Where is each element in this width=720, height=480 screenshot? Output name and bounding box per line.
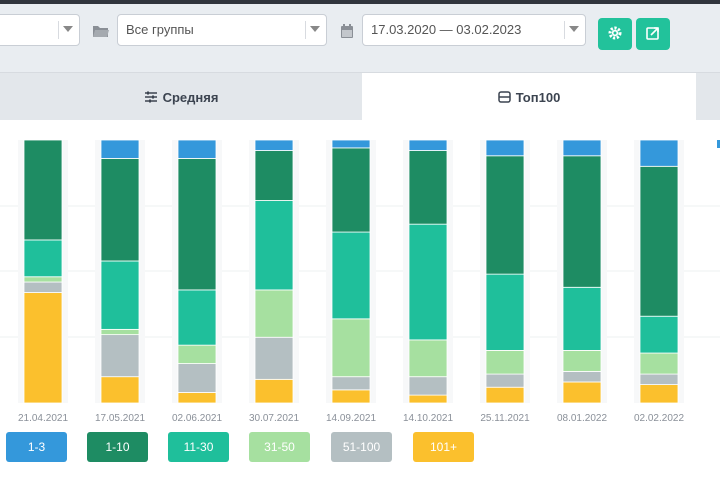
bar-segment-11-30-0[interactable] [23, 239, 63, 278]
bar-segment-1-10-5[interactable] [408, 150, 448, 225]
bar-segment-1-3-4[interactable] [331, 139, 371, 149]
bar-segment-101-plus-3[interactable] [254, 378, 294, 404]
bar-segment-51-100-6[interactable] [485, 373, 525, 388]
bar-segment-11-30-6[interactable] [485, 273, 525, 351]
x-tick-label: 02.06.2021 [172, 413, 222, 424]
bar-segment-11-30-3[interactable] [254, 200, 294, 291]
bar-segment-101-plus-7[interactable] [562, 381, 602, 404]
select-separator [305, 21, 306, 39]
bar-segment-1-3-3[interactable] [254, 139, 294, 151]
bar-segment-1-10-0[interactable] [23, 139, 63, 241]
chart-legend: 1-3 1-10 11-30 31-50 51-100 101+ [0, 432, 720, 466]
tab-average-label: Средняя [162, 89, 219, 105]
bar-segment-1-10-1[interactable] [100, 158, 140, 262]
top-bar [0, 0, 720, 4]
bar-segment-31-50-2[interactable] [177, 344, 217, 364]
bar-segment-1-3-5[interactable] [408, 139, 448, 151]
bar-segment-31-50-3[interactable] [254, 289, 294, 338]
x-tick-label: 02.02.2022 [634, 413, 684, 424]
bar-segment-101-plus-2[interactable] [177, 392, 217, 404]
legend-item-1-10[interactable]: 1-10 [87, 432, 148, 462]
legend-item-101-plus[interactable]: 101+ [413, 432, 474, 462]
date-range-picker[interactable]: 17.03.2020 — 03.02.2023 [362, 14, 586, 46]
bar-segment-101-plus-5[interactable] [408, 394, 448, 404]
bar-segment-11-30-4[interactable] [331, 231, 371, 320]
bar-segment-51-100-7[interactable] [562, 371, 602, 383]
legend-item-31-50[interactable]: 31-50 [249, 432, 310, 462]
folder-icon [93, 26, 109, 37]
chevron-down-icon [63, 26, 73, 32]
export-icon [646, 26, 659, 40]
bar-segment-1-10-2[interactable] [177, 158, 217, 291]
tab-top100-label: Топ100 [515, 89, 561, 105]
bar-segment-31-50-0[interactable] [23, 276, 63, 283]
bar-segment-11-30-1[interactable] [100, 260, 140, 330]
filter-bar: Все группы 17.03.2020 — 03.02.2023 [0, 4, 720, 64]
tab-top100[interactable]: Топ100 [362, 73, 696, 121]
stacked-bar-chart: 21.04.2021 17.05.2021 02.06.2021 30.07.2021… [0, 139, 720, 424]
bar-segment-1-10-6[interactable] [485, 155, 525, 275]
bar-segment-51-100-0[interactable] [23, 281, 63, 293]
bar-segment-1-10-8[interactable] [639, 165, 679, 317]
legend-item-11-30[interactable]: 11-30 [168, 432, 229, 462]
bar-segment-51-100-4[interactable] [331, 376, 371, 391]
chart-area: 21.04.2021 17.05.2021 02.06.2021 30.07.2021… [0, 120, 720, 480]
bar-segment-31-50-8[interactable] [639, 352, 679, 375]
gear-icon [608, 26, 622, 39]
legend-item-1-3[interactable]: 1-3 [6, 432, 67, 462]
group-select-value: Все группы [126, 22, 194, 37]
x-tick-label: 30.07.2021 [249, 413, 299, 424]
bar-segment-51-100-2[interactable] [177, 363, 217, 393]
export-button[interactable] [636, 18, 670, 50]
bar-segment-1-3-1[interactable] [100, 139, 140, 159]
settings-button[interactable] [598, 18, 632, 50]
legend-item-51-100[interactable]: 51-100 [331, 432, 392, 462]
select-separator [564, 21, 565, 39]
bar-segment-31-50-6[interactable] [485, 349, 525, 375]
bar-segment-51-100-5[interactable] [408, 376, 448, 396]
sliders-icon [144, 91, 157, 103]
bar-segment-11-30-7[interactable] [562, 286, 602, 351]
x-tick-label: 17.05.2021 [95, 413, 145, 424]
bar-segment-1-3-7[interactable] [562, 139, 602, 157]
bar-segment-1-3-6[interactable] [485, 139, 525, 157]
bar-segment-101-plus-0[interactable] [23, 292, 63, 404]
bar-segment-31-50-1[interactable] [100, 328, 140, 336]
bar-segment-11-30-5[interactable] [408, 223, 448, 341]
x-tick-label: 14.09.2021 [326, 413, 376, 424]
chevron-down-icon [569, 26, 579, 32]
bar-segment-101-plus-1[interactable] [100, 376, 140, 404]
select-separator [58, 21, 59, 39]
bar-segment-101-plus-4[interactable] [331, 389, 371, 404]
date-range-value: 17.03.2020 — 03.02.2023 [371, 22, 522, 37]
bar-segment-31-50-4[interactable] [331, 318, 371, 378]
bar-segment-11-30-2[interactable] [177, 289, 217, 346]
database-icon [497, 91, 511, 103]
project-select[interactable] [0, 14, 80, 46]
calendar-icon [341, 24, 353, 38]
group-select[interactable]: Все группы [117, 14, 327, 46]
bar-segment-1-10-7[interactable] [562, 155, 602, 288]
bar-segment-51-100-3[interactable] [254, 336, 294, 380]
bar-segment-11-30-8[interactable] [639, 315, 679, 354]
bar-segment-31-50-7[interactable] [562, 349, 602, 372]
tab-average[interactable]: Средняя [0, 73, 362, 121]
chevron-down-icon [310, 26, 320, 32]
bar-segment-31-50-5[interactable] [408, 339, 448, 378]
bar-segment-partial [717, 140, 720, 148]
bar-segment-51-100-1[interactable] [100, 334, 140, 378]
x-tick-label: 08.01.2022 [557, 413, 607, 424]
view-tabs: Средняя Топ100 [0, 72, 720, 121]
x-tick-label: 25.11.2021 [480, 413, 530, 424]
bar-segment-101-plus-8[interactable] [639, 384, 679, 404]
x-tick-label: 14.10.2021 [403, 413, 453, 424]
bar-segment-1-3-2[interactable] [177, 139, 217, 159]
bar-segment-1-10-3[interactable] [254, 150, 294, 201]
x-tick-label: 21.04.2021 [18, 413, 68, 424]
bar-segment-1-3-8[interactable] [639, 139, 679, 167]
bar-segment-51-100-8[interactable] [639, 373, 679, 385]
bar-segment-1-10-4[interactable] [331, 147, 371, 233]
bar-segment-101-plus-6[interactable] [485, 386, 525, 404]
